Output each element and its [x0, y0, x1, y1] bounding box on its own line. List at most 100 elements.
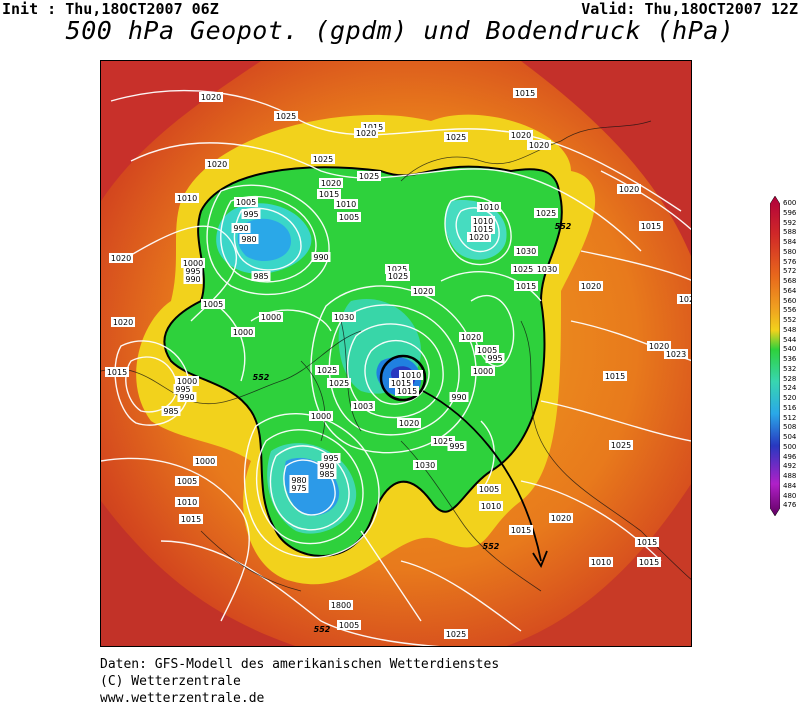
contour-label-layer: 552 552 552 552	[253, 222, 572, 634]
isobar-label: 990	[177, 392, 197, 402]
isobar-label: 1005	[337, 620, 361, 630]
isobar-label: 1025	[357, 171, 381, 181]
isobar-label-text: 1000	[183, 259, 203, 268]
legend-bar	[770, 196, 780, 516]
isobar-label: 990	[183, 274, 203, 284]
isobar-label-text: 1023	[666, 350, 686, 359]
contour-label-text: 552	[483, 542, 500, 551]
isobar-label: 1005	[175, 476, 199, 486]
isobar-label-text: 995	[175, 385, 190, 394]
isobar-label: 1020	[549, 513, 573, 523]
isobar-label-text: 1000	[311, 412, 331, 421]
isobar-label: 990	[311, 252, 331, 262]
isobar-label-text: 1015	[391, 379, 411, 388]
isobar-label: 980	[289, 475, 309, 485]
legend-label: 476	[783, 501, 797, 510]
legend-label: 576	[783, 257, 797, 266]
isobar-label: 975	[289, 483, 309, 493]
isobar-label-text: 1020	[511, 131, 531, 140]
isobar-label: 985	[161, 406, 181, 416]
isobar-label: 1025	[534, 208, 558, 218]
isobar-label: 1030	[514, 246, 538, 256]
isobar-label-text: 985	[253, 272, 268, 281]
isobar-label: 1015	[513, 88, 537, 98]
chart-title: 500 hPa Geopot. (gpdm) und Bodendruck (h…	[65, 16, 735, 45]
contour-label: 552	[555, 222, 572, 231]
isobar-label-text: 1025	[446, 133, 466, 142]
isobar-label: 995	[183, 266, 203, 276]
isobar-label-text: 1015	[515, 89, 535, 98]
isobar-label-text: 1030	[537, 265, 557, 274]
isobar-label: 1003	[351, 401, 375, 411]
legend-label: 564	[783, 286, 797, 295]
isobar-label-text: 1015	[511, 526, 531, 535]
isobar-label-text: 1020	[399, 419, 419, 428]
isobar-label: 1015	[603, 371, 627, 381]
legend-label: 580	[783, 247, 797, 256]
isobar-label-text: 1015	[181, 515, 201, 524]
isobar-label-text: 1025	[276, 112, 296, 121]
coastlines	[101, 120, 691, 592]
isobar-label: 1010	[399, 370, 423, 380]
isobar-label-text: 1015	[639, 558, 659, 567]
isobar-label-text: 975	[291, 484, 306, 493]
isobar-label: 1010	[589, 557, 613, 567]
isobar-label: 1015	[509, 525, 533, 535]
isobar-label: 1015	[317, 189, 341, 199]
isobar-label-text: 980	[241, 235, 256, 244]
isobar-label: 1020	[411, 286, 435, 296]
website-url: www.wetterzentrale.de	[100, 691, 265, 706]
isobar-label: 1025	[274, 111, 298, 121]
isobar-label-text: 1020	[469, 233, 489, 242]
isobar-label: 1025	[511, 264, 535, 274]
copyright: (C) Wetterzentrale	[100, 674, 241, 689]
contour-label-text: 552	[555, 222, 572, 231]
contour-label-text: 552	[253, 373, 270, 382]
isobar-label-text: 1025	[433, 437, 453, 446]
isobar-label-text: 1030	[516, 247, 536, 256]
isobar-label-text: 1020	[679, 295, 692, 304]
isobar-label-text: 1010	[177, 194, 197, 203]
isobar-label: 1005	[201, 299, 225, 309]
isobar-label: 1020	[509, 130, 533, 140]
isobar-label-text: 1020	[201, 93, 221, 102]
isobar-label-text: 1015	[516, 282, 536, 291]
isobar-label: 1020	[647, 341, 671, 351]
isobar-label-text: 1010	[481, 502, 501, 511]
legend-label: 484	[783, 481, 797, 490]
isobar-label: 1020	[319, 178, 343, 188]
isobar-label: 1010	[471, 216, 495, 226]
isobar-label-text: 1000	[195, 457, 215, 466]
isobar-label: 1010	[175, 193, 199, 203]
isobar-label: 1020	[111, 317, 135, 327]
low-highlight-circle	[379, 354, 427, 402]
warm-band-ne	[521, 61, 691, 257]
isobar-label: 1015	[471, 224, 495, 234]
isobar-label: 1030	[535, 264, 559, 274]
legend-label: 492	[783, 462, 797, 471]
legend-label: 572	[783, 267, 797, 276]
isobar-label-text: 1005	[479, 485, 499, 494]
isobar-label-text: 1030	[415, 461, 435, 470]
isobar-label-text: 1015	[473, 225, 493, 234]
isobar-label-text: 1020	[111, 254, 131, 263]
isobar-label: 1010	[175, 497, 199, 507]
isobar-label-text: 990	[179, 393, 194, 402]
isobar-label-text: 1025	[388, 272, 408, 281]
isobar-label: 1020	[527, 140, 551, 150]
isobar-label: 995	[321, 453, 341, 463]
isobar-label: 1015	[361, 122, 385, 132]
isobar-label: 990	[231, 223, 251, 233]
isobar-label-text: 1025	[536, 209, 556, 218]
legend-label: 532	[783, 364, 797, 373]
isobar-label-text: 1025	[359, 172, 379, 181]
isobar-label-text: 985	[163, 407, 178, 416]
isobar-label: 1010	[479, 501, 503, 511]
legend-label: 520	[783, 394, 797, 402]
isobar-label: 1015	[514, 281, 538, 291]
legend-label: 568	[783, 277, 797, 285]
isobar-label-text: 990	[313, 253, 328, 262]
isobar-label: 1005	[337, 212, 361, 222]
isobar-label: 1025	[609, 440, 633, 450]
